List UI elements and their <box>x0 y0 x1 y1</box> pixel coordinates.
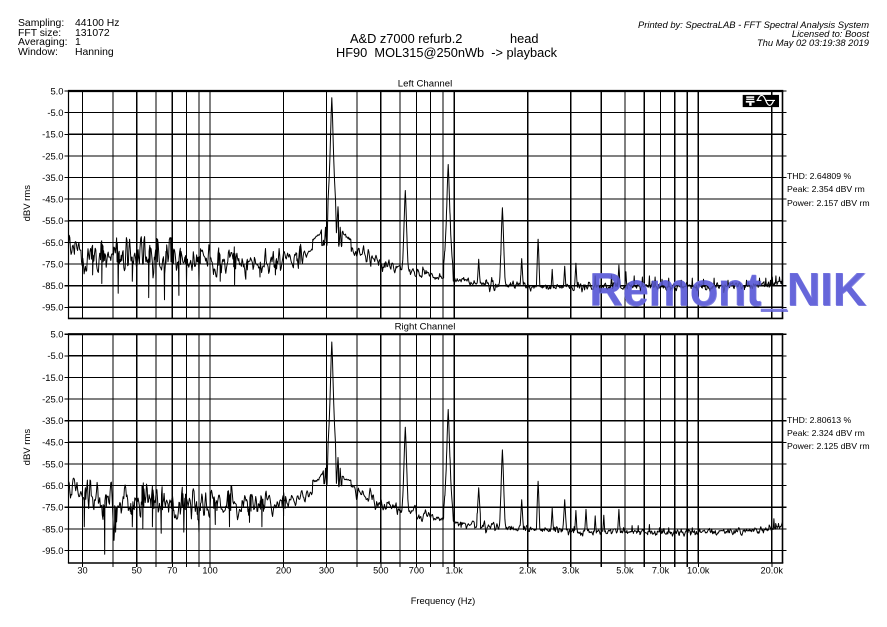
svg-text:-15.0: -15.0 <box>42 372 63 383</box>
svg-text:Frequency (Hz): Frequency (Hz) <box>411 595 476 606</box>
svg-text:300: 300 <box>319 566 334 576</box>
svg-text:10.0k: 10.0k <box>687 566 710 576</box>
svg-text:700: 700 <box>409 566 424 576</box>
svg-text:-45.0: -45.0 <box>42 194 63 205</box>
svg-text:3.0k: 3.0k <box>562 566 580 576</box>
svg-text:50: 50 <box>132 566 142 576</box>
svg-text:-65.0: -65.0 <box>42 480 63 491</box>
svg-text:7.0k: 7.0k <box>652 566 670 576</box>
svg-text:Remont_NIK: Remont_NIK <box>589 264 867 317</box>
svg-text:70: 70 <box>167 566 177 576</box>
svg-text:-55.0: -55.0 <box>42 215 63 226</box>
svg-text:5.0: 5.0 <box>50 85 63 96</box>
svg-text:-5.0: -5.0 <box>47 350 63 361</box>
svg-text:-45.0: -45.0 <box>42 437 63 448</box>
svg-text:dBV rms: dBV rms <box>22 185 33 222</box>
svg-text:-95.0: -95.0 <box>42 545 63 556</box>
svg-text:-15.0: -15.0 <box>42 129 63 140</box>
svg-text:-5.0: -5.0 <box>47 107 63 118</box>
svg-text:-75.0: -75.0 <box>42 258 63 269</box>
svg-text:500: 500 <box>373 566 388 576</box>
svg-text:-95.0: -95.0 <box>42 302 63 313</box>
svg-text:-85.0: -85.0 <box>42 280 63 291</box>
svg-text:20.0k: 20.0k <box>761 566 784 576</box>
svg-text:1.0k: 1.0k <box>446 566 464 576</box>
svg-text:-85.0: -85.0 <box>42 523 63 534</box>
svg-text:Right Channel: Right Channel <box>395 322 456 333</box>
svg-text:-25.0: -25.0 <box>42 150 63 161</box>
svg-text:-35.0: -35.0 <box>42 172 63 183</box>
svg-text:-25.0: -25.0 <box>42 394 63 405</box>
svg-text:200: 200 <box>276 566 291 576</box>
svg-text:-55.0: -55.0 <box>42 458 63 469</box>
svg-text:-75.0: -75.0 <box>42 502 63 513</box>
svg-text:-65.0: -65.0 <box>42 237 63 248</box>
svg-text:Remont_NIK: Remont_NIK <box>590 263 866 315</box>
svg-text:Left Channel: Left Channel <box>398 79 452 90</box>
svg-text:100: 100 <box>202 566 217 576</box>
svg-text:5.0: 5.0 <box>50 329 63 340</box>
svg-text:30: 30 <box>77 566 87 576</box>
svg-text:-35.0: -35.0 <box>42 415 63 426</box>
svg-text:5.0k: 5.0k <box>616 566 634 576</box>
svg-text:2.0k: 2.0k <box>519 566 537 576</box>
svg-text:dBV rms: dBV rms <box>22 429 33 466</box>
